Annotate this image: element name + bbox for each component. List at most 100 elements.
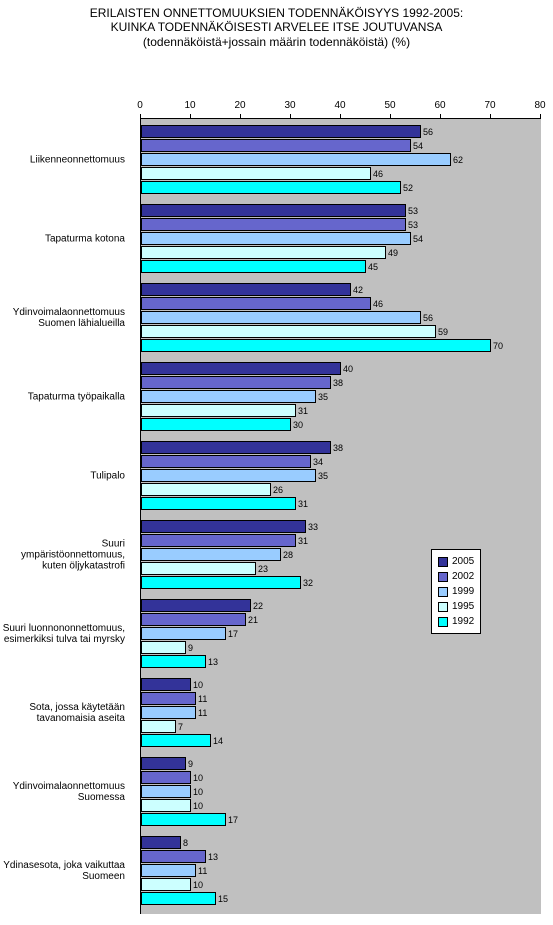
- bar-value-label: 32: [301, 578, 313, 588]
- bar-value-label: 11: [196, 708, 207, 718]
- bar: [141, 678, 191, 691]
- bar: [141, 599, 251, 612]
- bar-value-label: 8: [181, 838, 188, 848]
- bar: [141, 283, 351, 296]
- bar: [141, 418, 291, 431]
- bar: [141, 562, 256, 575]
- bar: [141, 218, 406, 231]
- bar: [141, 311, 421, 324]
- title-line-3: (todennäköistä+jossain määrin todennäköi…: [10, 35, 543, 49]
- bar-value-label: 42: [351, 285, 363, 295]
- bar-value-label: 54: [411, 141, 423, 151]
- bar: [141, 483, 271, 496]
- x-tick-label: 30: [284, 100, 295, 111]
- category-group: Ydinasesota, joka vaikuttaa Suomeen81311…: [141, 836, 541, 905]
- category-label: Tulipalo: [0, 470, 125, 481]
- legend-item: 2002: [438, 569, 474, 584]
- bar: [141, 785, 191, 798]
- bar-value-label: 13: [206, 657, 218, 667]
- bar: [141, 339, 491, 352]
- chart-title: ERILAISTEN ONNETTOMUUKSIEN TODENNÄKÖISYY…: [0, 0, 553, 51]
- bar-value-label: 56: [421, 313, 433, 323]
- bar-value-label: 33: [306, 522, 318, 532]
- bar: [141, 734, 211, 747]
- bar: [141, 627, 226, 640]
- bar-value-label: 9: [186, 643, 193, 653]
- bar-value-label: 34: [311, 457, 323, 467]
- x-tick-label: 40: [334, 100, 345, 111]
- bar-value-label: 46: [371, 169, 383, 179]
- bar-value-label: 9: [186, 759, 193, 769]
- bar: [141, 469, 316, 482]
- x-tick-label: 80: [534, 100, 545, 111]
- bar: [141, 246, 386, 259]
- category-group: Liikenneonnettomuus5654624652: [141, 125, 541, 194]
- bar-value-label: 31: [296, 536, 308, 546]
- bar-value-label: 53: [406, 220, 418, 230]
- category-label: Sota, jossa käytetään tavanomaisia aseit…: [0, 702, 125, 724]
- legend-label: 2002: [452, 571, 474, 582]
- bar-value-label: 53: [406, 206, 418, 216]
- legend-label: 1995: [452, 601, 474, 612]
- plot-area: Liikenneonnettomuus5654624652Tapaturma k…: [140, 118, 541, 914]
- bar-value-label: 52: [401, 183, 413, 193]
- bar-value-label: 62: [451, 155, 463, 165]
- category-group: Tapaturma työpaikalla4038353130: [141, 362, 541, 431]
- bar-value-label: 40: [341, 364, 353, 374]
- bar: [141, 864, 196, 877]
- bar: [141, 613, 246, 626]
- category-group: Ydinvoimalaonnettomuus Suomessa910101017: [141, 757, 541, 826]
- bar: [141, 153, 451, 166]
- bar-value-label: 26: [271, 485, 283, 495]
- bar-value-label: 49: [386, 248, 398, 258]
- bar-value-label: 17: [226, 815, 238, 825]
- category-label: Ydinasesota, joka vaikuttaa Suomeen: [0, 860, 125, 882]
- category-label: Ydinvoimalaonnettomuus Suomessa: [0, 781, 125, 803]
- legend-item: 1995: [438, 599, 474, 614]
- bar: [141, 836, 181, 849]
- category-label: Liikenneonnettomuus: [0, 154, 125, 165]
- bar: [141, 641, 186, 654]
- category-label: Tapaturma kotona: [0, 233, 125, 244]
- bar-value-label: 31: [296, 406, 308, 416]
- legend-label: 1992: [452, 616, 474, 627]
- bar: [141, 850, 206, 863]
- bar: [141, 139, 411, 152]
- bar-value-label: 31: [296, 499, 308, 509]
- bar-value-label: 23: [256, 564, 268, 574]
- bar-value-label: 7: [176, 722, 183, 732]
- bar-value-label: 15: [216, 894, 228, 904]
- category-label: Suuri luonnononnettomuus, esimerkiksi tu…: [0, 623, 125, 645]
- bar-value-label: 35: [316, 392, 328, 402]
- category-group: Tulipalo3834352631: [141, 441, 541, 510]
- bar-value-label: 17: [226, 629, 238, 639]
- bar: [141, 390, 316, 403]
- category-group: Sota, jossa käytetään tavanomaisia aseit…: [141, 678, 541, 747]
- legend-label: 1999: [452, 586, 474, 597]
- legend-item: 1999: [438, 584, 474, 599]
- bar: [141, 232, 411, 245]
- bar-value-label: 11: [196, 694, 207, 704]
- bar: [141, 720, 176, 733]
- x-tick-label: 50: [384, 100, 395, 111]
- x-tick-label: 20: [234, 100, 245, 111]
- bar: [141, 441, 331, 454]
- category-label: Tapaturma työpaikalla: [0, 391, 125, 402]
- category-label: Ydinvoimalaonnettomuus Suomen lähialueil…: [0, 307, 125, 329]
- bar-value-label: 54: [411, 234, 423, 244]
- bar-value-label: 10: [191, 801, 203, 811]
- bar: [141, 576, 301, 589]
- bar: [141, 297, 371, 310]
- bar: [141, 813, 226, 826]
- bar: [141, 706, 196, 719]
- bar-value-label: 22: [251, 601, 263, 611]
- title-line-2: KUINKA TODENNÄKÖISESTI ARVELEE ITSE JOUT…: [10, 20, 543, 34]
- bar-value-label: 35: [316, 471, 328, 481]
- bar-value-label: 46: [371, 299, 383, 309]
- bar-value-label: 45: [366, 262, 378, 272]
- bar-value-label: 38: [331, 378, 343, 388]
- legend: 20052002199919951992: [431, 549, 481, 634]
- x-axis: 01020304050607080: [140, 100, 540, 120]
- bar: [141, 548, 281, 561]
- title-line-1: ERILAISTEN ONNETTOMUUKSIEN TODENNÄKÖISYY…: [10, 6, 543, 20]
